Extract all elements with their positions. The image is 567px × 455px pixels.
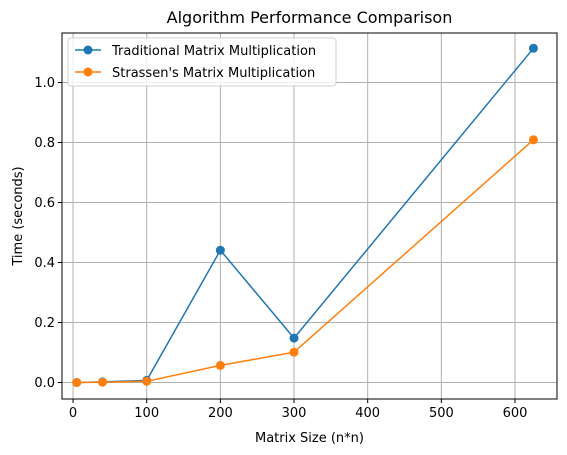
data-point-strassen — [529, 135, 538, 144]
series-layer — [72, 44, 538, 387]
chart-title: Algorithm Performance Comparison — [167, 8, 453, 27]
data-point-strassen — [98, 378, 107, 387]
x-tick-label: 100 — [134, 406, 159, 421]
data-point-strassen — [290, 348, 299, 357]
legend-label-traditional: Traditional Matrix Multiplication — [111, 44, 316, 59]
x-tick-label: 200 — [208, 406, 233, 421]
x-tick-label: 400 — [355, 406, 380, 421]
y-tick-label: 0.2 — [34, 316, 55, 331]
legend: Traditional Matrix Multiplication Strass… — [68, 38, 336, 86]
y-tick-label: 0.4 — [34, 256, 55, 271]
data-point-traditional — [529, 44, 538, 53]
axis-ticks: 0 100 200 300 400 500 600 0.0 0.2 0.4 0.6 0.8 1.0 — [34, 76, 527, 421]
data-point-traditional — [216, 246, 225, 255]
grid-lines — [62, 33, 557, 399]
y-tick-label: 0.6 — [34, 196, 55, 211]
series-line-strassen — [77, 140, 534, 383]
legend-marker-strassen — [84, 68, 93, 77]
x-axis-label: Matrix Size (n*n) — [255, 431, 364, 446]
series-traditional — [72, 44, 538, 387]
plot-frame — [62, 33, 557, 399]
x-tick-label: 600 — [503, 406, 528, 421]
x-tick-label: 500 — [429, 406, 454, 421]
data-point-strassen — [72, 378, 81, 387]
legend-marker-traditional — [84, 46, 93, 55]
data-point-strassen — [216, 361, 225, 370]
data-point-strassen — [142, 377, 151, 386]
x-tick-label: 0 — [69, 406, 77, 421]
legend-label-strassen: Strassen's Matrix Multiplication — [112, 66, 315, 81]
y-tick-label: 0.8 — [34, 136, 55, 151]
y-tick-label: 1.0 — [34, 76, 55, 91]
y-tick-label: 0.0 — [34, 376, 55, 391]
x-tick-label: 300 — [282, 406, 307, 421]
data-point-traditional — [290, 334, 299, 343]
series-line-traditional — [77, 48, 534, 382]
series-strassen — [72, 135, 538, 387]
y-axis-label: Time (seconds) — [11, 166, 26, 266]
